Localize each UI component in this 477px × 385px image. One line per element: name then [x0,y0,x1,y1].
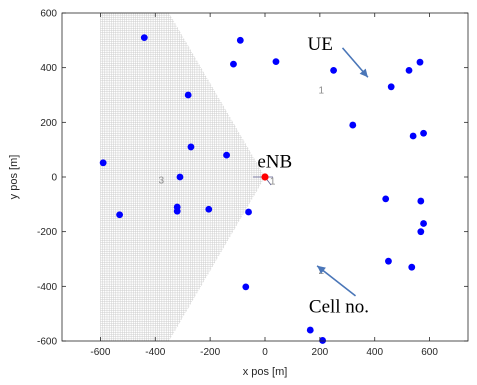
ue-point-25 [420,220,427,227]
ue-point-12 [205,205,213,213]
x-tick-label: -200 [200,347,220,358]
enb-point [261,173,269,181]
annotation-arrows [316,47,369,297]
y-tick-label: -400 [37,282,57,293]
y-tick-label: 200 [40,118,57,129]
ue-point-28 [408,263,416,271]
annotation-2: eNB [257,151,292,172]
y-axis-label: y pos [m] [8,155,20,200]
ue-point-9 [176,173,184,181]
x-tick-label: 400 [366,347,383,358]
y-tick-label: -200 [37,227,57,238]
x-tick-label: -400 [145,347,165,358]
ue-point-30 [319,337,327,344]
cell-label-2: 1 [270,176,276,187]
annotation-3: Cell no. [309,296,369,317]
ue-point-22 [420,129,427,137]
x-tick-label: 0 [262,347,268,358]
ue-point-26 [417,228,425,236]
ue-point-4 [272,58,280,66]
x-tick-label: 600 [421,347,438,358]
ue-point-8 [99,159,107,167]
ue-point-11 [173,207,181,215]
annotation-arrow-1-head [359,68,368,78]
cell-label-1: 1 [318,86,324,97]
annotations: UE eNB Cell no. [257,34,369,317]
ue-point-14 [245,208,252,216]
y-tick-label: 600 [40,9,57,20]
ue-point-2 [236,36,244,44]
ue-point-1 [140,34,148,41]
y-axis-ticks: -600 -400 -200 0 200 400 600 [37,9,468,348]
ue-point-16 [330,67,337,74]
ue-point-6 [187,143,195,151]
ue-point-29 [306,326,314,334]
ue-point-15 [242,283,250,291]
ue-points [99,34,427,344]
ue-point-21 [409,132,417,140]
ue-point-19 [416,58,424,66]
y-tick-label: 400 [40,63,57,74]
x-tick-label: 200 [312,347,329,358]
annotation-arrow-3-shaft [316,265,357,297]
cell-label-4: 3 [159,176,165,187]
x-axis-label: x pos [m] [243,366,288,378]
ue-point-5 [184,91,192,99]
y-tick-label: 0 [51,173,57,184]
x-axis-ticks: -600 -400 -200 0 200 400 600 [90,13,438,358]
ue-point-3 [230,60,237,68]
annotation-1: UE [308,34,333,55]
ue-point-17 [387,83,395,91]
ue-point-23 [382,195,390,203]
ue-point-18 [405,67,413,74]
ue-point-13 [116,211,124,219]
x-tick-label: -600 [90,347,110,358]
ue-point-7 [223,151,230,159]
enb-marker [253,173,273,186]
ue-point-27 [385,257,392,265]
ue-point-24 [417,197,425,205]
y-tick-label: -600 [37,337,57,348]
ue-point-20 [349,121,357,129]
annotation-arrow-3-head [317,265,326,274]
